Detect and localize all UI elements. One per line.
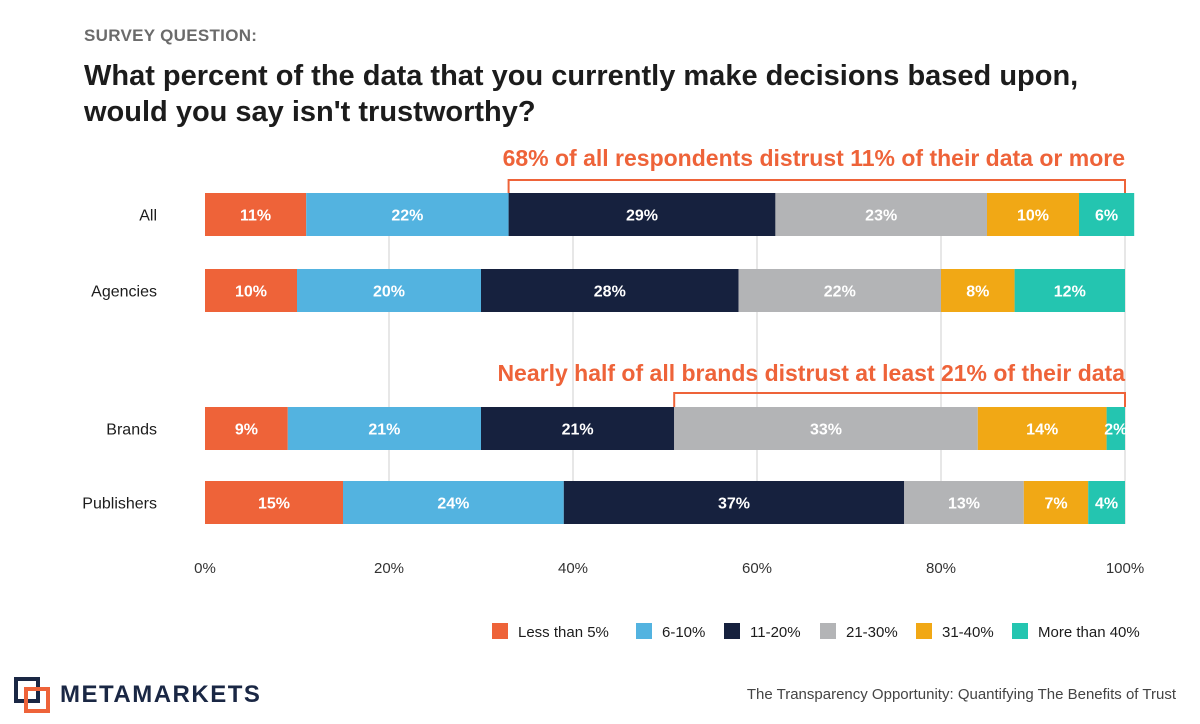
data-label: 9% — [235, 422, 258, 439]
bar-segment — [205, 407, 288, 450]
bar-segment — [205, 481, 343, 524]
data-label: 37% — [718, 496, 750, 513]
data-label: 11% — [240, 208, 271, 225]
annotation-text: Nearly half of all brands distrust at le… — [497, 360, 1125, 386]
category-label: Brands — [106, 422, 157, 439]
logo-text: METAMARKETS — [60, 681, 262, 708]
bar-segment — [1014, 269, 1125, 312]
data-label: 33% — [810, 422, 842, 439]
bar-segment — [343, 481, 564, 524]
data-label: 4% — [1095, 496, 1118, 513]
data-label: 12% — [1054, 284, 1086, 301]
x-tick-label: 60% — [742, 560, 772, 577]
data-label: 14% — [1026, 422, 1058, 439]
bar-segment — [481, 269, 739, 312]
bar-segment — [563, 481, 905, 524]
legend-label: Less than 5% — [518, 624, 609, 641]
x-tick-label: 0% — [194, 560, 216, 577]
annotation-text: 68% of all respondents distrust 11% of t… — [503, 145, 1125, 171]
data-label: 22% — [824, 284, 856, 301]
data-label: 22% — [391, 208, 423, 225]
bar-segment — [205, 193, 307, 236]
bar-segment — [481, 407, 675, 450]
bar-segment — [775, 193, 987, 236]
data-label: 8% — [966, 284, 989, 301]
x-tick-label: 40% — [558, 560, 588, 577]
legend-label: 31-40% — [942, 624, 994, 641]
legend-label: More than 40% — [1038, 624, 1140, 641]
data-label: 10% — [1017, 208, 1049, 225]
legend-swatch — [820, 623, 836, 639]
metamarkets-logo: METAMARKETS — [14, 676, 261, 714]
legend-label: 11-20% — [750, 624, 801, 641]
bar-segment — [287, 407, 481, 450]
bar-segment — [904, 481, 1024, 524]
x-tick-label: 100% — [1106, 560, 1144, 577]
data-label: 28% — [594, 284, 626, 301]
bar-segment — [508, 193, 776, 236]
metamarkets-logo-icon — [14, 677, 50, 713]
category-label: Publishers — [82, 496, 157, 513]
data-label: 6% — [1095, 208, 1118, 225]
x-tick-label: 80% — [926, 560, 956, 577]
legend-swatch — [1012, 623, 1028, 639]
annotation-bracket — [507, 179, 1126, 193]
bar-segment — [306, 193, 509, 236]
data-label: 20% — [373, 284, 405, 301]
data-label: 13% — [948, 496, 980, 513]
bar-segment — [1106, 407, 1125, 450]
data-label: 21% — [368, 422, 400, 439]
bar-segment — [1088, 481, 1125, 524]
bar-segment — [205, 269, 297, 312]
data-label: 24% — [437, 496, 469, 513]
data-label: 21% — [562, 422, 594, 439]
x-tick-label: 20% — [374, 560, 404, 577]
bar-segment — [674, 407, 978, 450]
legend-swatch — [636, 623, 652, 639]
bar-segment — [977, 407, 1107, 450]
annotation-bracket — [673, 392, 1126, 407]
category-label: All — [139, 208, 157, 225]
survey-label: SURVEY QUESTION: — [84, 26, 258, 45]
data-label: 10% — [235, 284, 267, 301]
legend-swatch — [492, 623, 508, 639]
bar-segment — [1023, 481, 1089, 524]
bar-segment — [941, 269, 1015, 312]
bar-segment — [1079, 193, 1135, 236]
question-title: What percent of the data that you curren… — [84, 60, 1079, 128]
legend-swatch — [724, 623, 740, 639]
bar-segment — [987, 193, 1079, 236]
data-label: 23% — [865, 208, 897, 225]
legend-label: 21-30% — [846, 624, 898, 641]
data-label: 7% — [1044, 496, 1067, 513]
bar-segment — [297, 269, 481, 312]
data-label: 29% — [626, 208, 658, 225]
legend-label: 6-10% — [662, 624, 705, 641]
category-label: Agencies — [91, 284, 157, 301]
legend-swatch — [916, 623, 932, 639]
data-label: 2% — [1104, 422, 1127, 439]
footer-caption: The Transparency Opportunity: Quantifyin… — [746, 686, 1176, 703]
data-label: 15% — [258, 496, 290, 513]
bar-segment — [738, 269, 941, 312]
